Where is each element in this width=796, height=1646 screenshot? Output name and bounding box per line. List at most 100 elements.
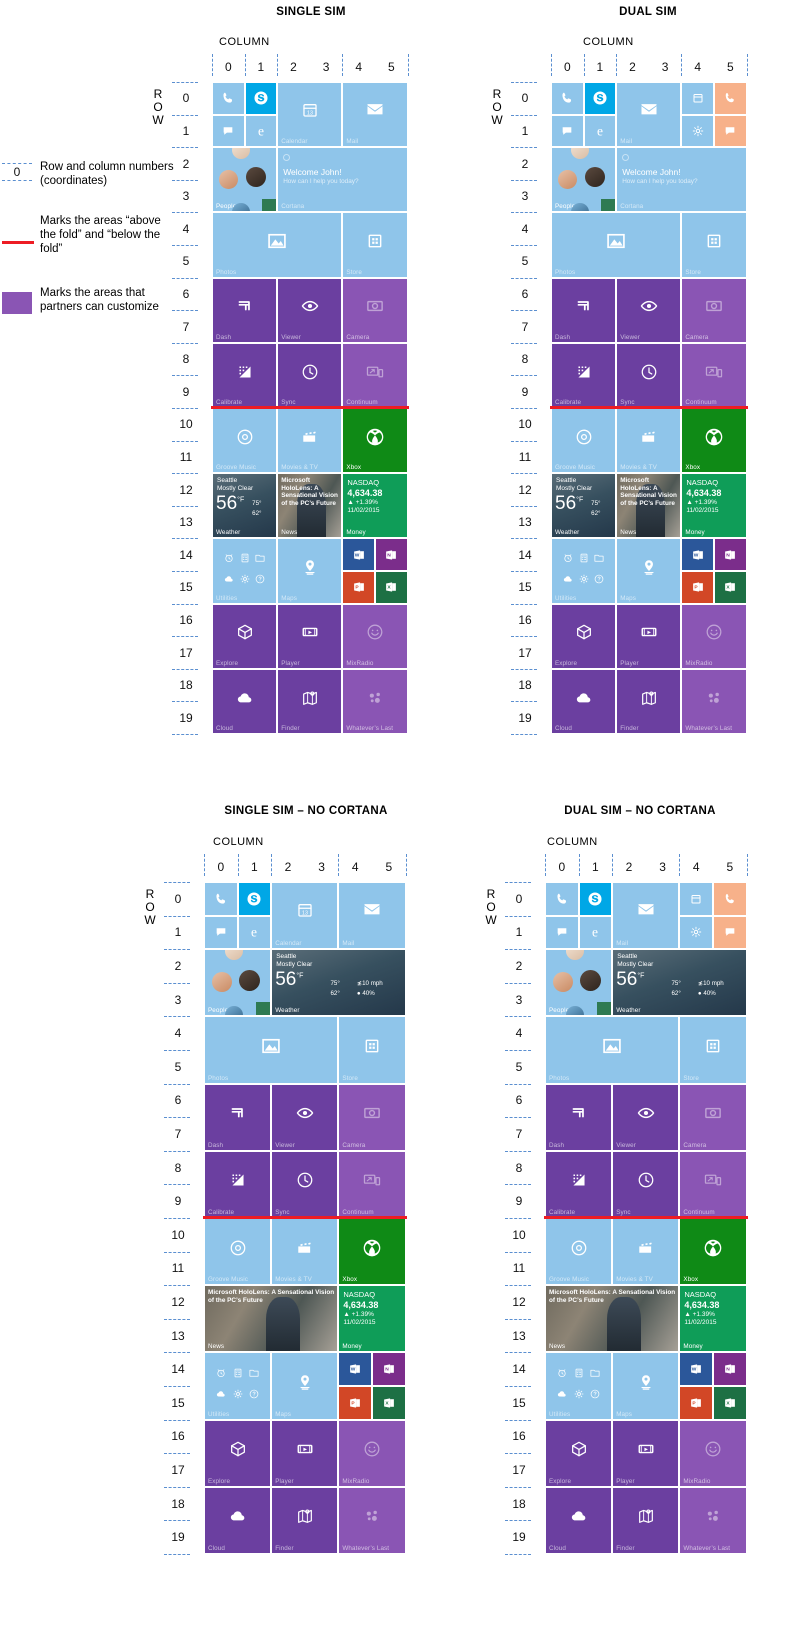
- word-tile[interactable]: W: [343, 539, 374, 570]
- onenote-tile[interactable]: N: [373, 1353, 405, 1385]
- explore-tile[interactable]: Explore: [546, 1420, 612, 1486]
- skype-tile[interactable]: [579, 883, 612, 915]
- dash-tile[interactable]: Dash: [552, 278, 616, 342]
- dash-tile[interactable]: Dash: [213, 278, 277, 342]
- maps-tile[interactable]: Maps: [613, 1353, 679, 1419]
- money-tile[interactable]: NASDAQ 4,634.38 ▲ +1.39% 11/02/2015 Money: [682, 474, 746, 538]
- word-tile[interactable]: W: [680, 1353, 712, 1385]
- weather-tile[interactable]: Seattle Mostly Clear 56°F 75° 62° ≴10 mph ● 40…: [613, 950, 746, 1016]
- whatevers-last-tile[interactable]: Whatever’s Last: [680, 1487, 746, 1553]
- calendar-small-tile[interactable]: [680, 883, 712, 915]
- phone-tile[interactable]: [546, 883, 578, 915]
- word-tile[interactable]: W: [682, 539, 713, 570]
- utilities-tile[interactable]: Utilities: [205, 1353, 271, 1419]
- powerpoint-tile[interactable]: P: [339, 1387, 371, 1419]
- people-tile[interactable]: People: [546, 950, 612, 1016]
- calibrate-tile[interactable]: Calibrate: [552, 343, 616, 407]
- groove-music-tile[interactable]: Groove Music: [213, 409, 277, 473]
- groove-music-tile[interactable]: Groove Music: [546, 1219, 612, 1285]
- player-tile[interactable]: Player: [272, 1420, 338, 1486]
- money-tile[interactable]: NASDAQ 4,634.38 ▲ +1.39% 11/02/2015 Money: [339, 1286, 405, 1352]
- viewer-tile[interactable]: Viewer: [617, 278, 681, 342]
- camera-tile[interactable]: Camera: [339, 1084, 405, 1150]
- onenote-tile[interactable]: N: [376, 539, 407, 570]
- continuum-tile[interactable]: Continuum: [680, 1151, 746, 1217]
- sync-tile[interactable]: Sync: [272, 1151, 338, 1217]
- calendar-tile[interactable]: 13 Calendar: [272, 883, 338, 949]
- groove-music-tile[interactable]: Groove Music: [552, 409, 616, 473]
- continuum-tile[interactable]: Continuum: [682, 343, 746, 407]
- people-tile[interactable]: People: [552, 148, 616, 212]
- mixradio-tile[interactable]: MixRadio: [343, 604, 407, 668]
- mixradio-tile[interactable]: MixRadio: [339, 1420, 405, 1486]
- camera-tile[interactable]: Camera: [682, 278, 746, 342]
- calibrate-tile[interactable]: Calibrate: [546, 1151, 612, 1217]
- viewer-tile[interactable]: Viewer: [278, 278, 342, 342]
- messaging-tile[interactable]: [546, 916, 578, 949]
- people-tile[interactable]: People: [213, 148, 277, 212]
- sync-tile[interactable]: Sync: [278, 343, 342, 407]
- messaging-sim2-tile[interactable]: [715, 115, 746, 147]
- whatevers-last-tile[interactable]: Whatever’s Last: [682, 669, 746, 733]
- store-tile[interactable]: Store: [680, 1017, 746, 1083]
- cloud-tile[interactable]: Cloud: [213, 669, 277, 733]
- mixradio-tile[interactable]: MixRadio: [682, 604, 746, 668]
- sync-tile[interactable]: Sync: [617, 343, 681, 407]
- explore-tile[interactable]: Explore: [213, 604, 277, 668]
- xbox-tile[interactable]: Xbox: [339, 1219, 405, 1285]
- continuum-tile[interactable]: Continuum: [339, 1151, 405, 1217]
- whatevers-last-tile[interactable]: Whatever’s Last: [343, 669, 407, 733]
- movies-tv-tile[interactable]: Movies & TV: [613, 1219, 679, 1285]
- excel-tile[interactable]: X: [714, 1387, 746, 1419]
- messaging-sim2-tile[interactable]: [714, 916, 746, 949]
- news-tile[interactable]: Microsoft HoloLens: A Sensational Vision…: [617, 474, 681, 538]
- calibrate-tile[interactable]: Calibrate: [205, 1151, 271, 1217]
- messaging-tile[interactable]: [213, 115, 244, 147]
- phone-tile[interactable]: [552, 83, 583, 114]
- viewer-tile[interactable]: Viewer: [613, 1084, 679, 1150]
- news-tile[interactable]: Microsoft HoloLens: A Sensational Vision…: [278, 474, 342, 538]
- phone-sim2-tile[interactable]: [714, 883, 746, 915]
- camera-tile[interactable]: Camera: [343, 278, 407, 342]
- dash-tile[interactable]: Dash: [205, 1084, 271, 1150]
- messaging-tile[interactable]: [205, 916, 237, 949]
- photos-tile[interactable]: Photos: [552, 213, 681, 277]
- edge-tile[interactable]: e: [245, 115, 277, 147]
- weather-tile[interactable]: Seattle Mostly Clear 56°F 75° 62° Weather: [213, 474, 277, 538]
- player-tile[interactable]: Player: [278, 604, 342, 668]
- finder-tile[interactable]: Finder: [278, 669, 342, 733]
- movies-tv-tile[interactable]: Movies & TV: [272, 1219, 338, 1285]
- money-tile[interactable]: NASDAQ 4,634.38 ▲ +1.39% 11/02/2015 Money: [680, 1286, 746, 1352]
- phone-sim2-tile[interactable]: [715, 83, 746, 114]
- photos-tile[interactable]: Photos: [546, 1017, 679, 1083]
- maps-tile[interactable]: Maps: [278, 539, 342, 603]
- finder-tile[interactable]: Finder: [617, 669, 681, 733]
- viewer-tile[interactable]: Viewer: [272, 1084, 338, 1150]
- store-tile[interactable]: Store: [343, 213, 407, 277]
- player-tile[interactable]: Player: [613, 1420, 679, 1486]
- settings-tile[interactable]: [682, 115, 713, 147]
- mail-tile[interactable]: Mail: [343, 83, 407, 147]
- continuum-tile[interactable]: Continuum: [343, 343, 407, 407]
- excel-tile[interactable]: X: [373, 1387, 405, 1419]
- weather-tile[interactable]: Seattle Mostly Clear 56°F 75° 62° Weather: [552, 474, 616, 538]
- phone-tile[interactable]: [213, 83, 244, 114]
- settings-tile[interactable]: [680, 916, 712, 949]
- excel-tile[interactable]: X: [715, 572, 746, 603]
- edge-tile[interactable]: e: [579, 916, 612, 949]
- mixradio-tile[interactable]: MixRadio: [680, 1420, 746, 1486]
- cloud-tile[interactable]: Cloud: [552, 669, 616, 733]
- movies-tv-tile[interactable]: Movies & TV: [617, 409, 681, 473]
- utilities-tile[interactable]: Utilities: [552, 539, 616, 603]
- cloud-tile[interactable]: Cloud: [546, 1487, 612, 1553]
- skype-tile[interactable]: [584, 83, 616, 114]
- mail-tile[interactable]: Mail: [617, 83, 681, 147]
- edge-tile[interactable]: e: [238, 916, 271, 949]
- people-tile[interactable]: People: [205, 950, 271, 1016]
- photos-tile[interactable]: Photos: [205, 1017, 338, 1083]
- utilities-tile[interactable]: Utilities: [546, 1353, 612, 1419]
- maps-tile[interactable]: Maps: [272, 1353, 338, 1419]
- explore-tile[interactable]: Explore: [552, 604, 616, 668]
- player-tile[interactable]: Player: [617, 604, 681, 668]
- powerpoint-tile[interactable]: P: [343, 572, 374, 603]
